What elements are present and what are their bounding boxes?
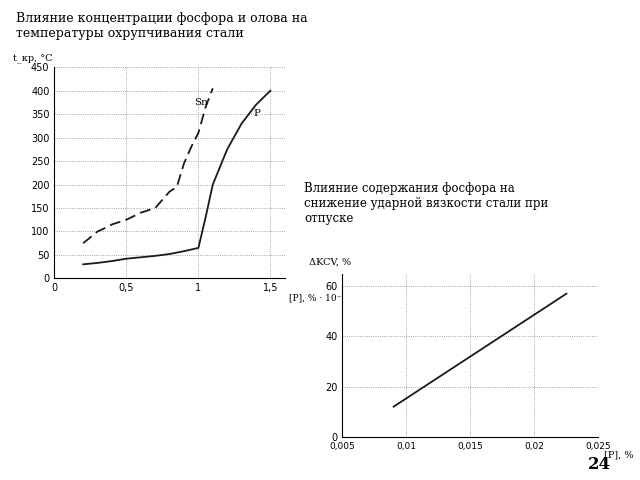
Text: t_кр, °С: t_кр, °С xyxy=(13,53,52,63)
Text: ΔKCV, %: ΔKCV, % xyxy=(309,258,351,267)
Text: Влияние концентрации фосфора и олова на
температуры охрупчивания стали: Влияние концентрации фосфора и олова на … xyxy=(16,12,308,40)
Text: 24: 24 xyxy=(588,456,611,473)
Text: P: P xyxy=(253,109,260,119)
Text: [P], %: [P], % xyxy=(604,450,633,459)
Text: Sn: Sn xyxy=(194,98,208,107)
Text: [P], % · 10⁻²: [P], % · 10⁻² xyxy=(289,293,346,302)
Text: Влияние содержания фосфора на
снижение ударной вязкости стали при
отпуске: Влияние содержания фосфора на снижение у… xyxy=(304,182,548,226)
